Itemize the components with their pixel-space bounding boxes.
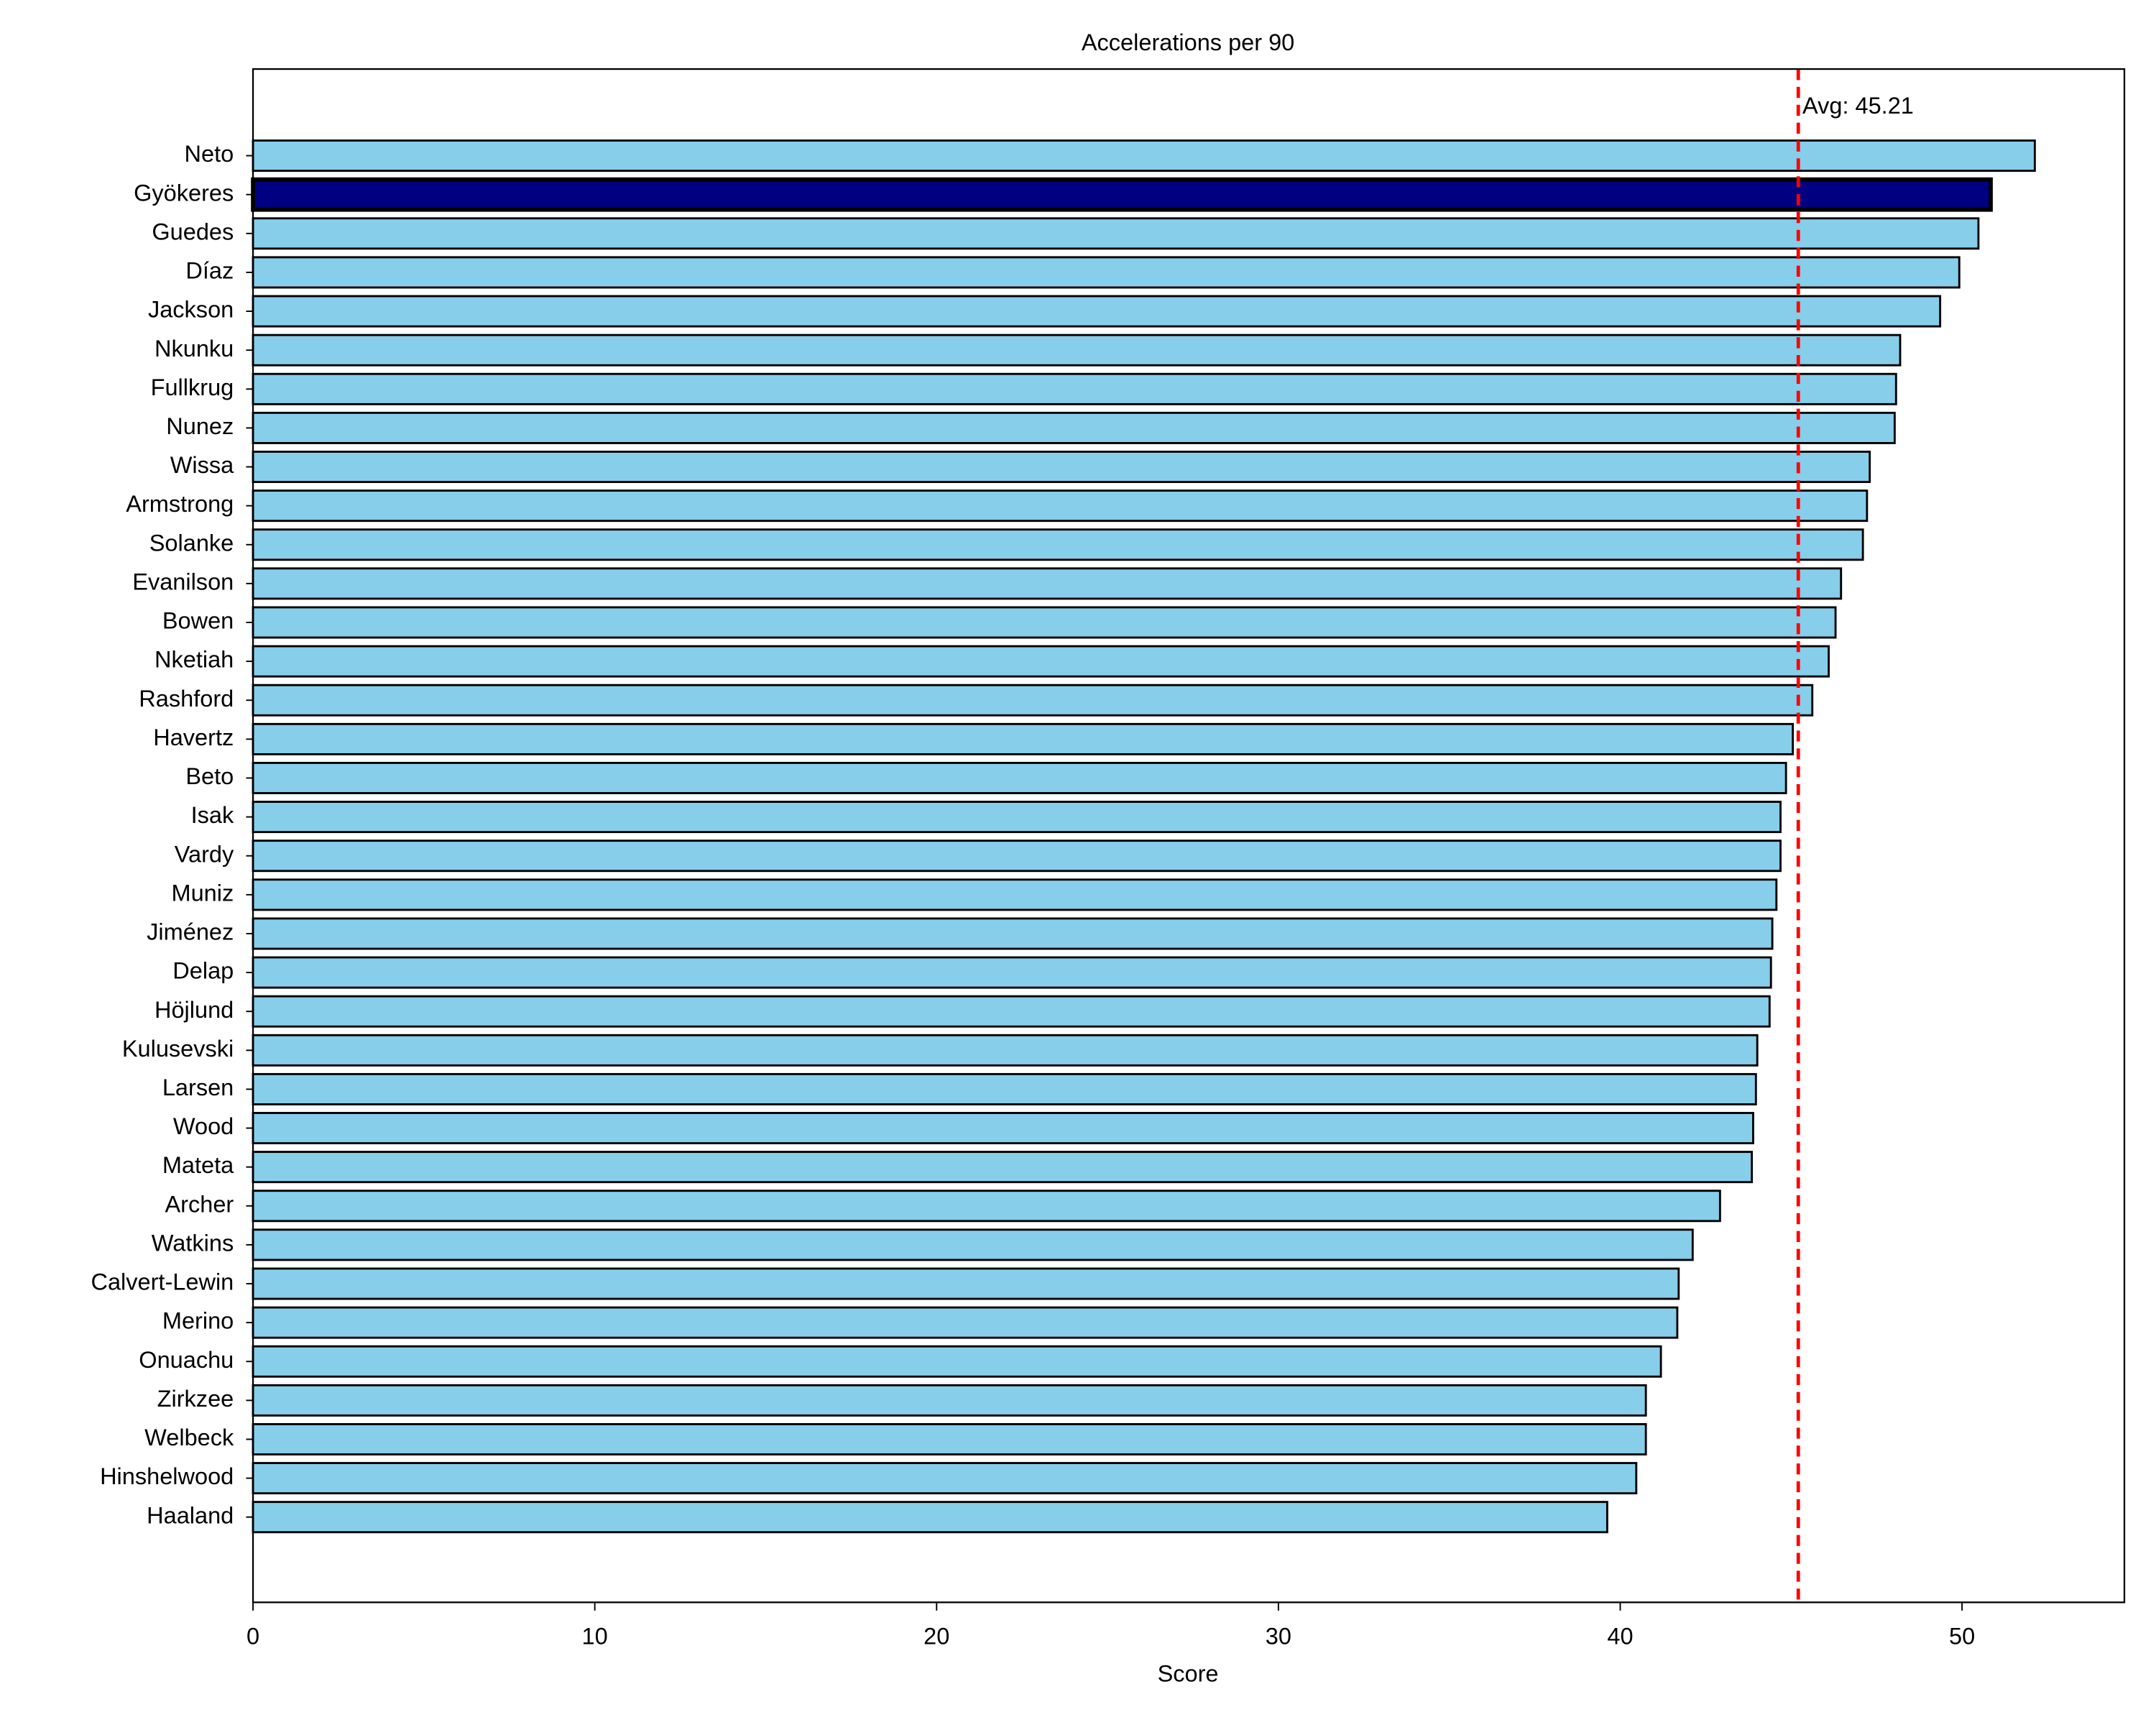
y-tick-label: Welbeck (144, 1425, 234, 1450)
bar (252, 1151, 1754, 1184)
bar (252, 761, 1787, 794)
y-tick-label: Evanilson (132, 569, 234, 594)
y-tick-label: Larsen (162, 1075, 234, 1100)
y-tick-label: Nketiah (155, 647, 234, 673)
bar (252, 1112, 1754, 1145)
y-tick-label: Jiménez (147, 919, 234, 945)
y-tick-label: Wood (173, 1113, 234, 1139)
bar (252, 1228, 1694, 1261)
y-tick-label: Isak (191, 802, 234, 828)
bar (252, 1501, 1608, 1534)
bar (252, 1384, 1647, 1417)
bar (252, 995, 1771, 1028)
bar (252, 840, 1782, 873)
bar (252, 1345, 1662, 1378)
y-tick-label: Jackson (148, 297, 234, 323)
bar (252, 451, 1871, 484)
bar (252, 1422, 1647, 1455)
y-tick-label: Nunez (166, 413, 234, 439)
y-tick-label: Wissa (170, 452, 234, 478)
bar (252, 645, 1830, 678)
bar (252, 217, 1980, 250)
bar (252, 1072, 1757, 1105)
bar (252, 801, 1782, 834)
bar (252, 1190, 1721, 1223)
y-tick-label: Kulusevski (122, 1036, 234, 1062)
x-tick-label: 0 (247, 1624, 259, 1650)
x-tick-label: 30 (1266, 1624, 1291, 1650)
bar (251, 177, 1993, 212)
y-tick-label: Nkunku (155, 336, 234, 362)
y-tick-label: Solanke (149, 530, 234, 556)
bar (252, 956, 1772, 989)
y-tick-label: Armstrong (126, 491, 234, 517)
y-tick-label: Delap (172, 958, 234, 984)
y-tick-label: Beto (185, 763, 234, 789)
y-tick-label: Mateta (162, 1152, 234, 1178)
x-tick-label: 40 (1607, 1624, 1633, 1650)
x-tick-label: 10 (582, 1624, 608, 1650)
bar (252, 411, 1896, 444)
x-axis-label: Score (1158, 1660, 1219, 1686)
y-tick-label: Calvert-Lewin (91, 1269, 234, 1295)
y-tick-label: Muniz (172, 880, 234, 906)
y-tick-label: Vardy (175, 841, 234, 867)
bar (252, 722, 1795, 755)
y-tick-label: Watkins (152, 1230, 234, 1256)
x-tick-label: 50 (1949, 1624, 1975, 1650)
y-tick-label: Haaland (147, 1502, 234, 1528)
bar (252, 567, 1843, 600)
y-tick-label: Díaz (185, 258, 234, 284)
bar (252, 684, 1814, 717)
bar (252, 606, 1837, 639)
y-tick-label: Neto (185, 141, 234, 167)
bar (252, 1034, 1759, 1067)
bar (252, 139, 2036, 172)
bar (252, 372, 1897, 405)
bar (252, 489, 1869, 523)
y-tick-label: Höjlund (155, 997, 234, 1023)
plot-frame (252, 68, 2126, 1604)
y-tick-label: Guedes (152, 218, 234, 244)
y-tick-label: Rashford (139, 686, 234, 712)
x-tick-label: 20 (923, 1624, 949, 1650)
y-tick-label: Merino (162, 1308, 234, 1334)
average-label: Avg: 45.21 (1802, 93, 1914, 119)
y-tick-label: Onuachu (139, 1347, 234, 1373)
bar (252, 878, 1778, 911)
y-tick-label: Bowen (162, 608, 234, 634)
y-tick-label: Zirkzee (157, 1386, 234, 1412)
bar (252, 334, 1902, 367)
bar (252, 1267, 1680, 1300)
y-tick-label: Havertz (153, 724, 234, 750)
bar (252, 295, 1942, 328)
bar (252, 1306, 1679, 1339)
y-tick-label: Archer (165, 1191, 234, 1217)
y-tick-label: Gyökeres (134, 180, 234, 206)
y-tick-label: Fullkrug (151, 374, 234, 400)
bar (252, 1462, 1638, 1495)
bar (252, 256, 1961, 289)
y-tick-label: Hinshelwood (100, 1463, 234, 1489)
bar (252, 528, 1864, 561)
bar (252, 917, 1774, 950)
chart-title: Accelerations per 90 (1082, 29, 1294, 55)
